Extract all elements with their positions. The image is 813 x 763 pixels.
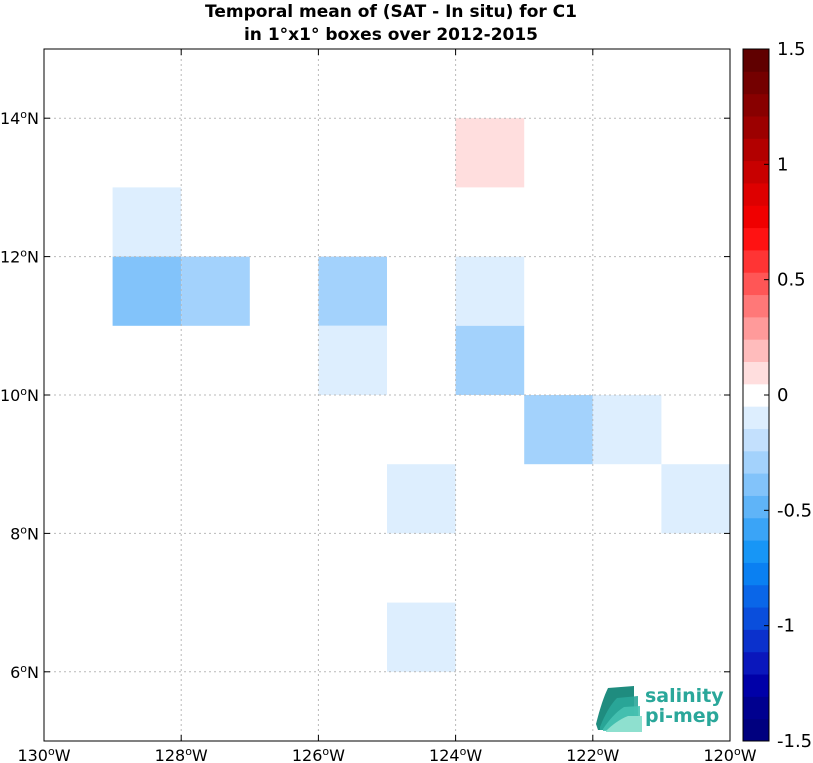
chart-title-line2: in 1°x1° boxes over 2012-2015 bbox=[244, 25, 538, 45]
y-tick-label-2: 10oN bbox=[0, 385, 39, 405]
colorbar-segment-18 bbox=[743, 316, 769, 340]
colorbar-segment-17 bbox=[743, 339, 769, 363]
colorbar-segment-9 bbox=[743, 517, 769, 541]
logo-line1: salinity bbox=[645, 685, 724, 707]
colorbar-segment-14 bbox=[743, 406, 769, 429]
chart-title-line1: Temporal mean of (SAT - In situ) for C1 bbox=[205, 2, 577, 22]
heatmap-cell-5 bbox=[455, 118, 525, 188]
colorbar-segment-3 bbox=[743, 651, 769, 675]
colorbar-tick-label-4: -0.5 bbox=[777, 500, 812, 521]
colorbar-segment-0 bbox=[743, 718, 769, 742]
colorbar-tick-label-1: 1 bbox=[777, 154, 788, 175]
colorbar-tick-label-3: 0 bbox=[777, 385, 788, 406]
colorbar-segment-5 bbox=[743, 607, 769, 630]
colorbar: 1.5 1 0.5 0 -0.5 -1 -1.5 bbox=[742, 39, 812, 752]
x-tick-label-3: 124oW bbox=[429, 745, 482, 763]
y-tick-label-3: 12oN bbox=[0, 247, 39, 267]
heatmap-cell-7 bbox=[455, 325, 525, 395]
colorbar-segment-16 bbox=[743, 361, 769, 385]
colorbar-segment-12 bbox=[743, 450, 769, 474]
colorbar-segment-1 bbox=[743, 696, 769, 720]
logo-line2: pi-mep bbox=[645, 705, 719, 727]
heatmap-cell-11 bbox=[661, 464, 730, 534]
colorbar-segment-28 bbox=[743, 93, 769, 117]
colorbar-segment-15 bbox=[743, 383, 769, 407]
x-tick-label-1: 128oW bbox=[155, 745, 208, 763]
colorbar-segment-8 bbox=[743, 540, 769, 563]
y-tick-label-4: 14oN bbox=[0, 108, 39, 128]
x-tick-label-4: 122oW bbox=[566, 745, 619, 763]
colorbar-segment-27 bbox=[743, 115, 769, 139]
colorbar-tick-label-0: 1.5 bbox=[777, 39, 806, 60]
y-tick-label-0: 6oN bbox=[10, 662, 39, 682]
heatmap-cell-8 bbox=[524, 395, 593, 465]
heatmap-cell-9 bbox=[592, 395, 662, 465]
colorbar-segment-7 bbox=[743, 562, 769, 586]
heatmap-cell-4 bbox=[318, 325, 387, 395]
x-tick-label-0: 130oW bbox=[17, 745, 70, 763]
heatmap-cell-10 bbox=[387, 464, 456, 534]
colorbar-tick-label-2: 0.5 bbox=[777, 270, 806, 291]
colorbar-segment-23 bbox=[743, 205, 769, 229]
colorbar-segment-21 bbox=[743, 249, 769, 273]
colorbar-segment-2 bbox=[743, 674, 769, 697]
colorbar-segment-25 bbox=[743, 160, 769, 184]
heatmap-cell-12 bbox=[387, 602, 456, 672]
heatmap-cells bbox=[112, 118, 730, 672]
gridlines bbox=[44, 49, 730, 741]
colorbar-tick-label-6: -1.5 bbox=[777, 731, 812, 752]
colorbar-segment-26 bbox=[743, 138, 769, 162]
salinity-pi-mep-logo: salinity pi-mep bbox=[596, 685, 724, 732]
colorbar-tick-label-5: -1 bbox=[777, 616, 795, 637]
colorbar-segment-24 bbox=[743, 182, 769, 206]
x-tick-label-2: 126oW bbox=[292, 745, 345, 763]
colorbar-segment-13 bbox=[743, 428, 769, 452]
colorbar-segment-6 bbox=[743, 584, 769, 608]
colorbar-segment-19 bbox=[743, 294, 769, 318]
colorbar-segment-4 bbox=[743, 629, 769, 653]
colorbar-segment-11 bbox=[743, 473, 769, 496]
colorbar-segment-10 bbox=[743, 495, 769, 519]
y-tick-label-1: 8oN bbox=[10, 523, 39, 543]
heatmap-cell-1 bbox=[112, 256, 182, 326]
colorbar-segment-20 bbox=[743, 272, 769, 296]
colorbar-segment-30 bbox=[743, 49, 769, 72]
axis-ticks: 130oW 128oW 126oW 124oW 122oW 120oW 6oN 8oN 10oN… bbox=[0, 49, 757, 763]
heatmap-cell-6 bbox=[455, 256, 525, 326]
heatmap-cell-3 bbox=[318, 256, 387, 326]
logo-waves-icon bbox=[596, 686, 642, 732]
colorbar-segment-22 bbox=[743, 227, 769, 251]
heatmap-cell-2 bbox=[181, 256, 250, 326]
x-tick-label-5: 120oW bbox=[703, 745, 756, 763]
heatmap-cell-0 bbox=[112, 187, 182, 257]
colorbar-segment-29 bbox=[743, 71, 769, 95]
